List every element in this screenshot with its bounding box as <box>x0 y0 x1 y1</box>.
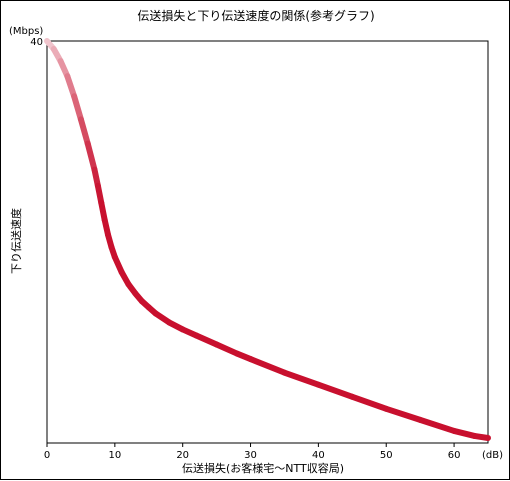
x-axis-label: 伝送損失(お客様宅〜NTT収容局) <box>182 461 344 475</box>
series-line-segment <box>349 393 390 412</box>
y-tick-label: 40 <box>30 37 43 48</box>
series-line-segment <box>193 332 220 348</box>
y-unit-label: (Mbps) <box>9 26 43 37</box>
x-unit-label: (dB) <box>482 450 503 461</box>
series-line-segment <box>77 116 91 147</box>
plot-area <box>46 40 489 444</box>
series-group <box>44 38 491 441</box>
series-line-segment <box>451 427 478 439</box>
tick-group: 0 10 20 30 40 50 60 40 <box>30 37 460 461</box>
y-axis-label: 下り伝送速度 <box>9 208 23 274</box>
x-tick-label: 10 <box>108 450 121 461</box>
x-tick-label: 60 <box>448 450 461 461</box>
series-line-segment <box>281 369 322 388</box>
series-line-segment <box>84 140 98 173</box>
series-line-segment <box>315 381 356 400</box>
series-line-segment <box>71 93 84 123</box>
x-tick-label: 30 <box>244 450 257 461</box>
series-line-segment <box>247 356 288 376</box>
x-tick-label: 40 <box>312 450 325 461</box>
series-line-segment <box>383 405 424 423</box>
x-tick-label: 50 <box>380 450 393 461</box>
x-tick-label: 20 <box>176 450 189 461</box>
series-line-segment <box>471 432 491 441</box>
x-tick-label: 0 <box>44 450 50 461</box>
chart-title: 伝送損失と下り伝送速度の関係(参考グラフ) <box>137 8 374 23</box>
series-line-segment <box>417 416 458 434</box>
series-line-segment <box>213 341 240 357</box>
series-line-segment <box>64 73 78 100</box>
